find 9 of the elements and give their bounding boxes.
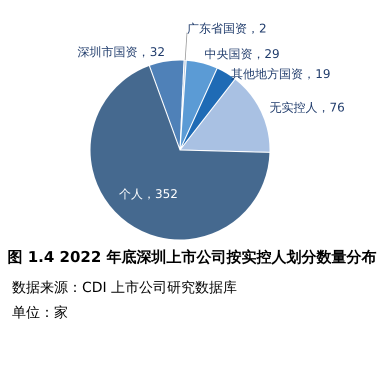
data-label: 个人，352 xyxy=(118,186,178,201)
source-note: 数据来源：CDI 上市公司研究数据库 xyxy=(12,280,238,296)
text: 单位：家 xyxy=(12,305,68,321)
text: 图 1.4 2022 年底深圳上市公司按实控人划分数量分布 xyxy=(8,248,376,266)
data-label: 无实控人，76 xyxy=(270,100,345,115)
data-label: 深圳市国资，32 xyxy=(78,45,166,60)
data-label: 广东省国资，2 xyxy=(186,22,267,36)
data-label: 中央国资，29 xyxy=(204,47,280,62)
data-label: 其他地方国资，19 xyxy=(231,67,331,82)
